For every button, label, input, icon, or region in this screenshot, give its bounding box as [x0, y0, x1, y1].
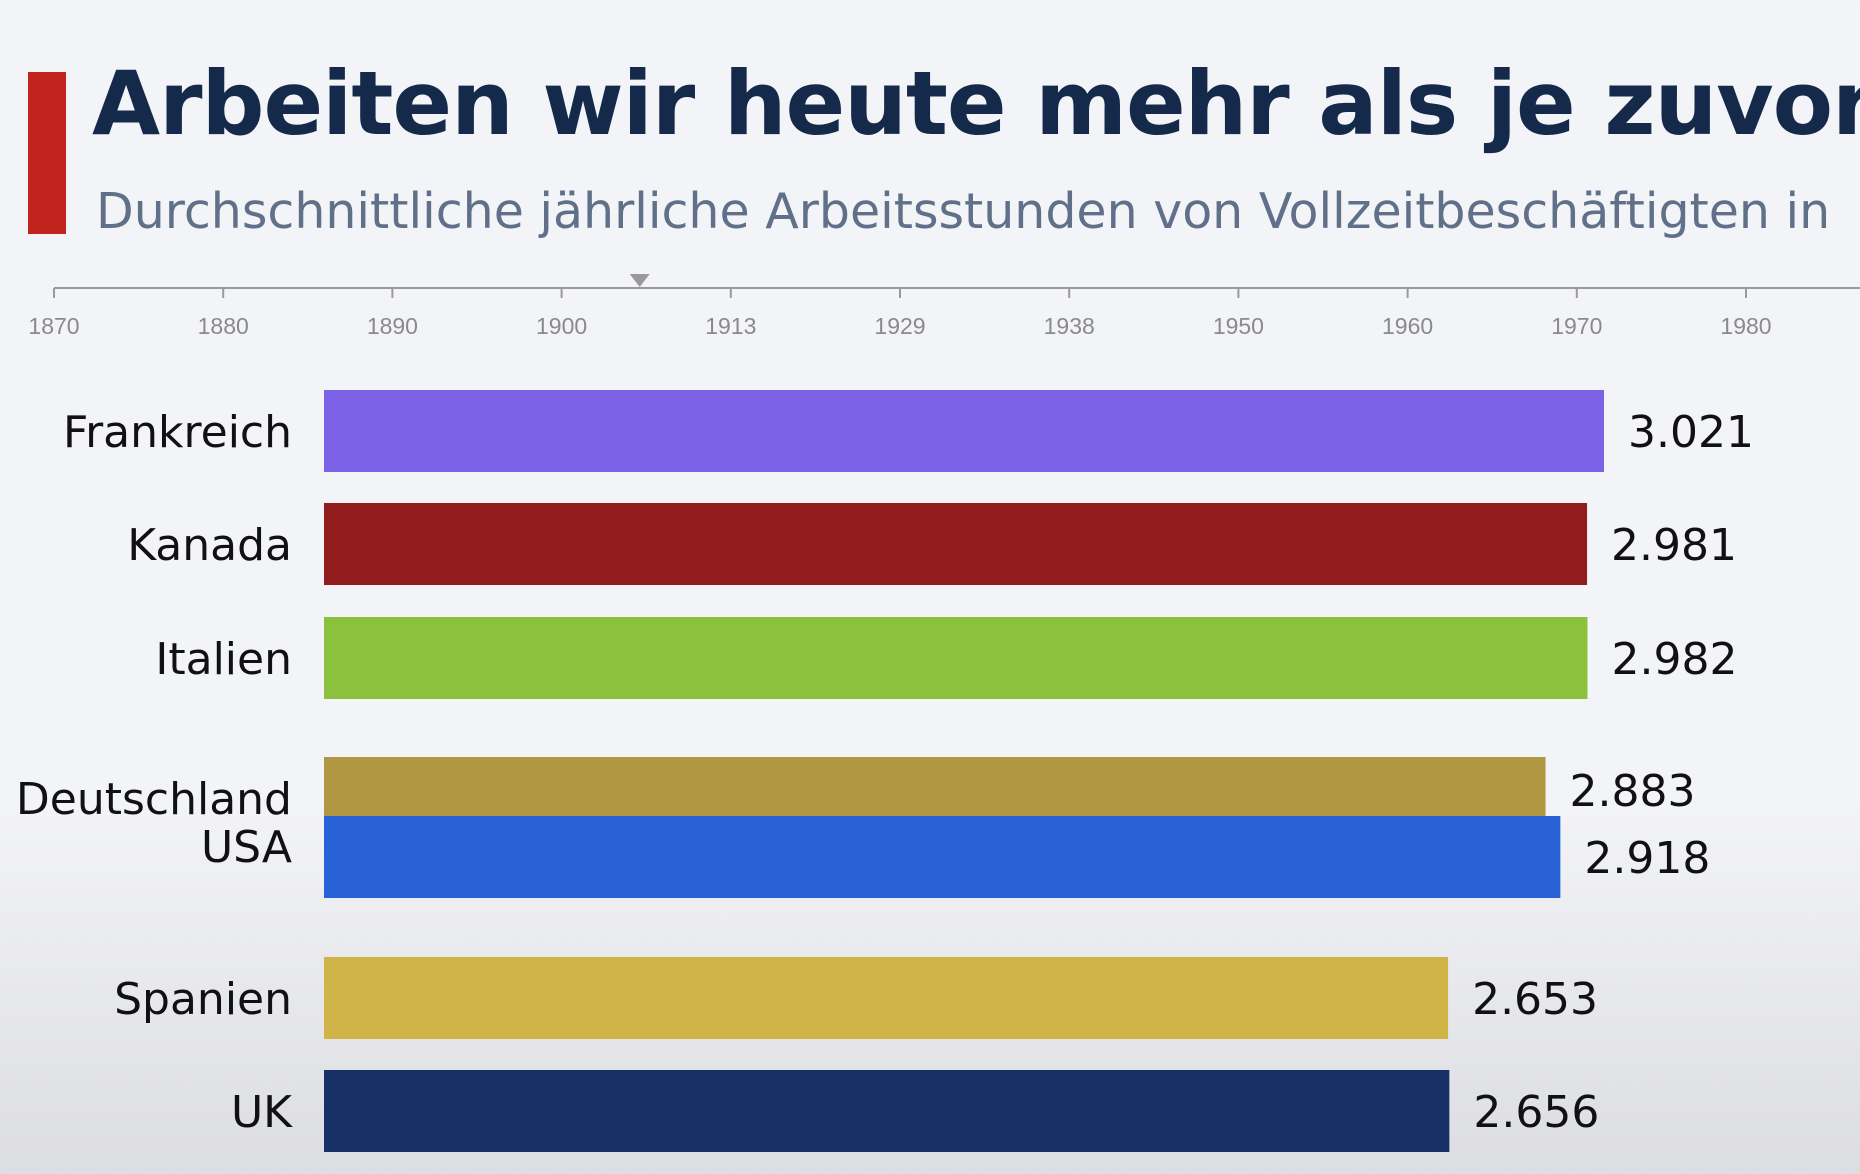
- bar-frankreich: [324, 390, 1604, 472]
- bar-usa: [324, 816, 1561, 898]
- timeline-tick-label[interactable]: 1960: [1382, 313, 1433, 339]
- timeline-tick-label[interactable]: 1950: [1213, 313, 1264, 339]
- category-label-deutschland: Deutschland: [16, 774, 292, 825]
- category-label-spanien: Spanien: [114, 974, 292, 1025]
- bar-uk: [324, 1070, 1450, 1152]
- timeline-tick-label[interactable]: 1938: [1044, 313, 1095, 339]
- value-label-uk: 2.656: [1473, 1087, 1599, 1138]
- category-label-uk: UK: [231, 1087, 293, 1138]
- chart-title: Arbeiten wir heute mehr als je zuvor?: [92, 52, 1860, 155]
- bar-kanada: [324, 503, 1588, 585]
- category-label-frankreich: Frankreich: [63, 407, 292, 458]
- title-accent-bar: [28, 72, 66, 234]
- value-label-frankreich: 3.021: [1628, 407, 1754, 458]
- timeline-tick-label[interactable]: 1913: [705, 313, 756, 339]
- timeline-tick-label[interactable]: 1929: [874, 313, 925, 339]
- chart-subtitle: Durchschnittliche jährliche Arbeitsstund…: [96, 183, 1831, 240]
- year-timeline[interactable]: 1870 1880 1890 1900 1913 1929 1938 1950 1960 1970…: [0, 262, 1860, 342]
- timeline-tick-label[interactable]: 1980: [1720, 313, 1771, 339]
- timeline-tick-label[interactable]: 1870: [28, 313, 79, 339]
- bar-italien: [324, 617, 1588, 699]
- value-label-spanien: 2.653: [1472, 974, 1598, 1025]
- timeline-current-year-marker[interactable]: [629, 274, 650, 287]
- category-label-kanada: Kanada: [127, 520, 292, 571]
- value-label-deutschland: 2.883: [1570, 766, 1696, 817]
- timeline-tick-label[interactable]: 1900: [536, 313, 587, 339]
- timeline-tick-label[interactable]: 1970: [1551, 313, 1602, 339]
- timeline-tick-label[interactable]: 1890: [367, 313, 418, 339]
- category-label-italien: Italien: [155, 634, 292, 685]
- value-label-italien: 2.982: [1611, 634, 1737, 685]
- timeline-tick-label[interactable]: 1880: [198, 313, 249, 339]
- bar-spanien: [324, 957, 1449, 1039]
- value-label-kanada: 2.981: [1611, 520, 1737, 571]
- value-label-usa: 2.918: [1584, 833, 1710, 884]
- category-label-usa: USA: [201, 822, 292, 873]
